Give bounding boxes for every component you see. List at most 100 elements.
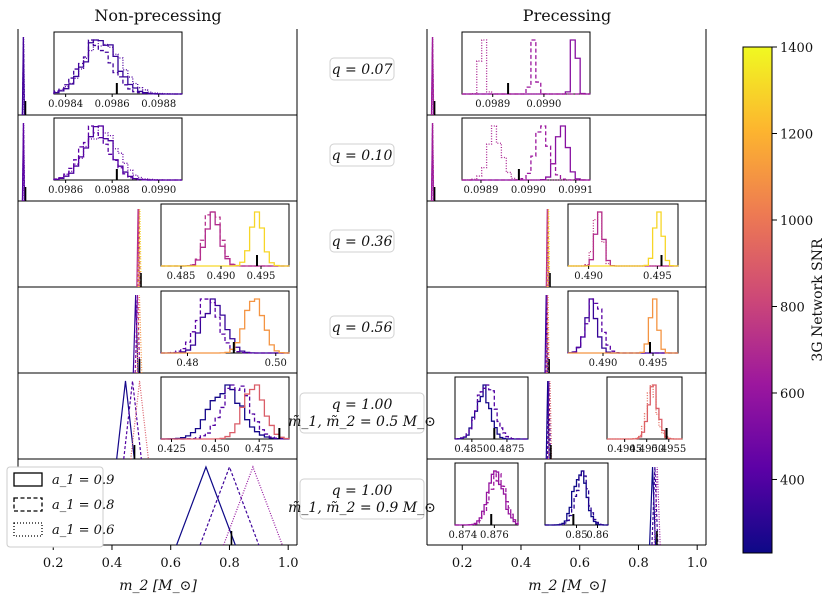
marginal-right-row2-spin2 (547, 208, 551, 288)
colorbar-tick-label: 1200 (780, 127, 813, 142)
row-label-box (329, 229, 395, 253)
row-labels: q = 0.07 q = 0.10 q = 0.36 q = 0.56 q = 1.00… (288, 57, 436, 520)
inset-right-row1: 0.0989 0.0990 0.0991 (461, 117, 593, 196)
inset-left-row4-tick-label: 0.425 (157, 444, 186, 455)
inset-right-row0-posterior-2 (462, 39, 590, 95)
inset-left-row2-tick-label: 0.485 (167, 271, 196, 282)
row-label: q = 0.07 (332, 62, 393, 78)
marginal-right-row3-spin1 (545, 294, 549, 374)
marginal-left-row4-spin1 (123, 380, 142, 460)
row-label-box (299, 478, 425, 520)
inset2-right-row4-tick-label: 0.4950 (629, 444, 664, 455)
marginal-left-row3-spin0 (132, 294, 139, 374)
marginal-left-row5-spin1 (199, 465, 260, 546)
legend-label-1: a_1 = 0.8 (52, 498, 114, 513)
marginal-right-row3-spin2 (546, 294, 550, 374)
inset-left-row0-tick-label: 0.0988 (141, 99, 176, 110)
inset2-right-row4-tick-label: 0.4955 (651, 444, 686, 455)
marginal-right-row4-spin2 (547, 380, 553, 460)
inset-right-row5-posterior-0 (455, 470, 519, 526)
inset2-right-row5-posterior-1 (545, 470, 609, 526)
marginal-left-row5-spin2 (223, 465, 283, 546)
title-right: Precessing (523, 6, 611, 25)
inset-right-row2-posterior-1 (568, 211, 678, 267)
inset-right-row4-tick-label: 0.4875 (489, 444, 524, 455)
inset-right-row2-frame (567, 203, 679, 267)
inset-left-row4-tick-label: 0.450 (201, 444, 230, 455)
xtick-label: 0.2 (452, 556, 473, 571)
marginal-left-row3-spin1 (134, 294, 141, 374)
legend: a_1 = 0.9 a_1 = 0.8 a_1 = 0.6 (6, 466, 114, 548)
marginal-right-row4-spin1 (546, 380, 551, 460)
inset-right-row2-tick-label: 0.490 (574, 271, 603, 282)
row-label-box (329, 57, 395, 81)
inset-left-row0-frame (53, 31, 183, 95)
inset-left-row2-tick-label: 0.490 (207, 271, 236, 282)
xlabel-right: m_2 [M_⊙] (528, 578, 606, 594)
marginal-right-row2-spin0 (545, 208, 549, 288)
inset-left-row4-posterior-2 (161, 384, 290, 440)
row-label-box (329, 315, 395, 339)
marginal-left-row5-spin0 (176, 465, 236, 546)
inset-left-row3-posterior-2 (161, 298, 290, 354)
xtick-label: 0.2 (43, 556, 64, 571)
marginal-left-row2-spin1 (137, 208, 141, 288)
marginal-left-row4-spin2 (130, 380, 149, 460)
inset-left-row2-tick-label: 0.495 (247, 271, 276, 282)
xtick-label: 0.4 (511, 556, 532, 571)
inset-right-row5-tick-label: 0.874 (449, 530, 478, 541)
inset2-right-row4-posterior-0 (607, 384, 682, 440)
colorbar-tick-label: 1400 (780, 41, 813, 56)
colorbar: 400 600 800 1000 1200 1400 (742, 41, 813, 554)
colorbar-tick-label: 1000 (780, 214, 813, 229)
xtick-label: 0.6 (569, 556, 590, 571)
colorbar-gradient (742, 46, 773, 554)
inset-right-row0-posterior-1 (462, 39, 590, 95)
marginal-right-row5-spin2 (653, 466, 661, 546)
marginal-left-row3-spin2 (136, 294, 143, 374)
title-left: Non-precessing (94, 6, 221, 25)
inset-left-row1-posterior-2 (53, 125, 182, 181)
inset-right-row3-tick-label: 0.495 (639, 358, 668, 369)
legend-label-0: a_1 = 0.9 (52, 473, 114, 488)
inset-right-row3-posterior-2 (568, 298, 678, 354)
marginal-right-row5-spin1 (651, 466, 659, 546)
marginal-right-row2-spin1 (546, 208, 550, 288)
row-label: q = 1.00 (332, 397, 393, 413)
inset-right-row4: 0.4850 0.4875 (454, 376, 529, 455)
legend-swatch-dotted (13, 522, 43, 537)
inset-right-row4-tick-label: 0.4850 (454, 444, 489, 455)
inset-left-row1-tick-label: 0.0986 (48, 185, 83, 196)
inset-left-row3-tick-label: 0.48 (176, 358, 198, 369)
marginal-right-row5-spin0 (649, 466, 657, 546)
xtick-label: 1.0 (278, 556, 299, 571)
legend-swatch-dashed (13, 497, 43, 512)
inset-right-row0-tick-label: 0.0990 (526, 99, 561, 110)
inset-left-row3-tick-label: 0.50 (265, 358, 287, 369)
inset-right-row2-posterior-2 (568, 211, 679, 267)
row-sublabel: m̃_1, m̃_2 = 0.9 M_⊙ (288, 500, 436, 516)
inset-right-row1-tick-label: 0.0990 (511, 185, 546, 196)
inset-right-row5: 0.874 0.876 (449, 462, 519, 541)
inset-left-row0-tick-label: 0.0986 (95, 99, 130, 110)
inset-left-row2-posterior-2 (161, 211, 290, 267)
inset-left-row1-tick-label: 0.0988 (95, 185, 130, 196)
inset-right-row3: 0.490 0.495 (567, 290, 679, 369)
inset2-right-row5-tick-label: 0.86 (586, 530, 608, 541)
colorbar-tick-label: 400 (780, 473, 805, 488)
inset2-right-row4-posterior-1 (607, 384, 682, 440)
row-label: q = 0.56 (332, 320, 393, 336)
inset-right-row5-posterior-1 (455, 470, 519, 526)
inset-right-row5-tick-label: 0.876 (480, 530, 509, 541)
inset-left-row2: 0.485 0.490 0.495 (160, 203, 290, 282)
inset-left-row4-posterior-1 (161, 384, 290, 440)
row-label-box (299, 392, 425, 434)
inset-left-row1: 0.0986 0.0988 0.0990 (48, 117, 183, 196)
inset-right-row0-tick-label: 0.0989 (475, 99, 510, 110)
inset-right-row3-tick-label: 0.490 (589, 358, 618, 369)
marginal-left-row0-spin2 (21, 36, 26, 116)
xtick-label: 1.0 (687, 556, 708, 571)
